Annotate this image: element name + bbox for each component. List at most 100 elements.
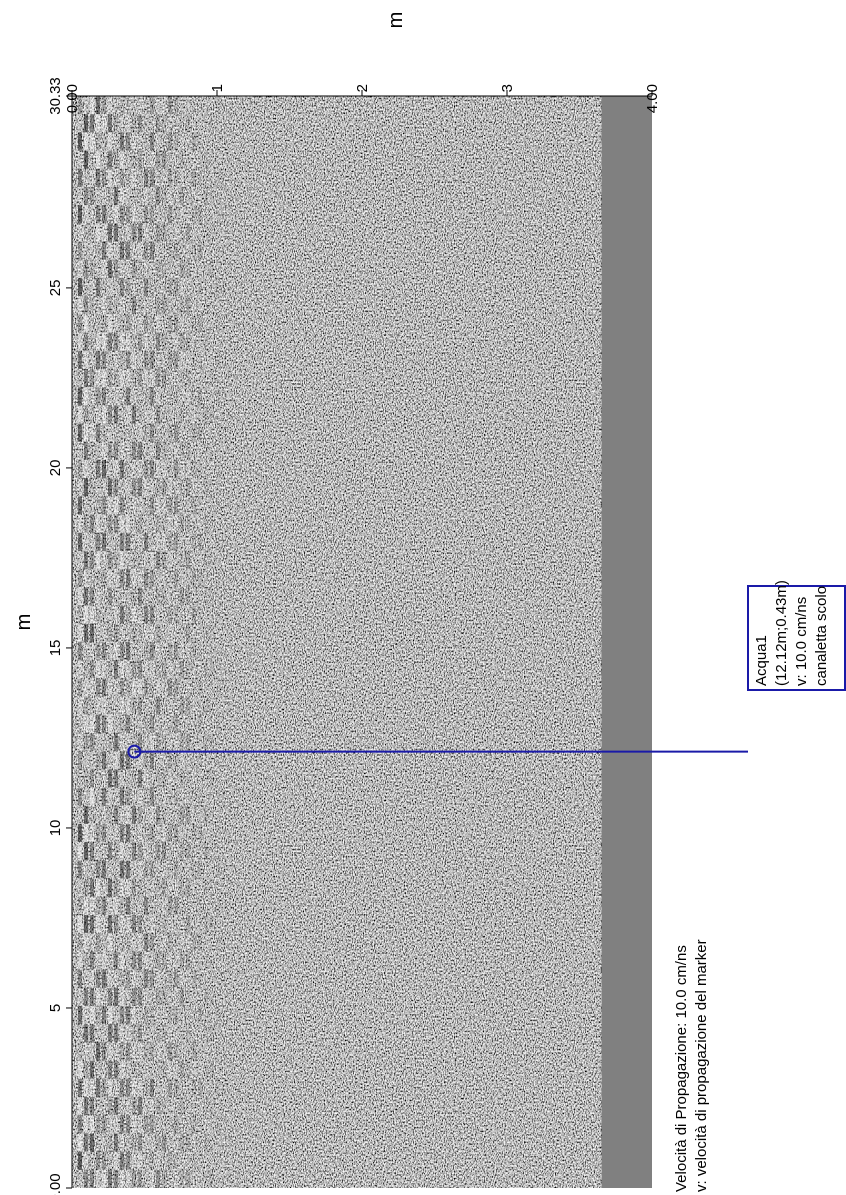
reflection-stripe [132, 114, 136, 133]
reflection-stripe [174, 350, 178, 369]
reflection-stripe [144, 642, 148, 661]
reflection-stripe [168, 1097, 172, 1116]
reflection-stripe [204, 314, 208, 332]
reflection-stripe [198, 460, 202, 478]
reflection-stripe [90, 696, 94, 715]
reflection-stripe [168, 1060, 172, 1079]
reflection-stripe [108, 1060, 112, 1079]
reflection-stripe [174, 969, 178, 988]
reflection-stripe [102, 387, 106, 406]
reflection-stripe [90, 1060, 94, 1079]
reflection-stripe [216, 587, 220, 605]
reflection-stripe [132, 733, 136, 751]
reflection-stripe [78, 569, 82, 588]
reflection-stripe [174, 223, 178, 242]
reflection-stripe [114, 678, 118, 697]
reflection-stripe [228, 697, 232, 715]
reflection-stripe [138, 842, 142, 861]
reflection-stripe [162, 314, 166, 333]
reflection-stripe [144, 551, 148, 570]
reflection-stripe [138, 496, 142, 515]
reflection-stripe [222, 606, 226, 624]
reflection-stripe [84, 478, 88, 497]
reflection-stripe [168, 478, 172, 497]
reflection-stripe [108, 1006, 112, 1025]
reflection-stripe [168, 569, 172, 587]
reflection-stripe [132, 350, 136, 369]
reflection-stripe [84, 860, 88, 879]
reflection-stripe [132, 460, 136, 479]
reflection-stripe [126, 987, 130, 1006]
reflection-stripe [204, 787, 208, 806]
reflection-stripe [198, 1097, 202, 1116]
reflection-stripe [180, 496, 184, 514]
reflection-stripe [96, 824, 100, 843]
reflection-stripe [222, 915, 226, 933]
reflection-stripe [90, 605, 94, 624]
reflection-stripe [156, 551, 160, 570]
reflection-stripe [96, 769, 100, 787]
reflection-stripe [126, 332, 130, 351]
reflection-stripe [162, 515, 166, 533]
reflection-stripe [132, 660, 136, 679]
reflection-stripe [192, 187, 196, 206]
reflection-stripe [108, 951, 112, 969]
reflection-stripe [180, 751, 184, 770]
reflection-stripe [204, 223, 208, 242]
reflection-stripe [174, 187, 178, 206]
reflection-stripe [150, 1133, 154, 1152]
reflection-stripe [162, 259, 166, 278]
reflection-stripe [156, 623, 160, 642]
reflection-stripe [186, 733, 190, 752]
reflection-stripe [162, 642, 166, 661]
reflection-stripe [198, 259, 202, 278]
reflection-stripe [138, 369, 142, 388]
reflection-stripe [192, 96, 196, 114]
reflection-stripe [174, 551, 178, 570]
reflection-stripe [144, 569, 148, 588]
reflection-stripe [114, 642, 118, 661]
reflection-stripe [186, 350, 190, 369]
reflection-stripe [174, 278, 178, 297]
reflection-stripe [198, 1169, 202, 1188]
reflection-stripe [120, 460, 124, 479]
reflection-stripe [102, 969, 106, 988]
x-axis-tick-label: 15 [47, 640, 64, 657]
reflection-stripe [216, 678, 220, 696]
reflection-stripe [168, 187, 172, 206]
reflection-stripe [162, 569, 166, 588]
reflection-stripe [162, 1115, 166, 1133]
reflection-stripe [186, 642, 190, 661]
reflection-stripe [150, 642, 154, 661]
reflection-stripe [102, 96, 106, 115]
reflection-stripe [144, 733, 148, 752]
reflection-stripe [198, 769, 202, 787]
reflection-stripe [114, 805, 118, 824]
reflection-stripe [168, 259, 172, 278]
reflection-stripe [84, 168, 88, 187]
reflection-stripe [186, 532, 190, 551]
reflection-stripe [132, 1006, 136, 1025]
reflection-stripe [210, 351, 214, 369]
reflection-stripe [162, 769, 166, 788]
reflection-stripe [132, 369, 136, 388]
reflection-stripe [186, 405, 190, 423]
reflection-stripe [198, 623, 202, 642]
reflection-stripe [90, 96, 94, 115]
reflection-stripe [138, 514, 142, 533]
reflection-stripe [108, 114, 112, 133]
note-line: v: velocità di propagazione del marker [693, 939, 710, 1192]
reflection-stripe [180, 933, 184, 952]
reflection-stripe [210, 1060, 214, 1079]
reflection-stripe [186, 933, 190, 952]
reflection-stripe [126, 350, 130, 369]
reflection-stripe [96, 696, 100, 715]
reflection-stripe [174, 423, 178, 442]
reflection-stripe [210, 970, 214, 988]
reflection-stripe [162, 1169, 166, 1188]
reflection-stripe [186, 915, 190, 934]
reflection-stripe [162, 187, 166, 206]
reflection-stripe [198, 387, 202, 406]
reflection-stripe [114, 424, 118, 442]
